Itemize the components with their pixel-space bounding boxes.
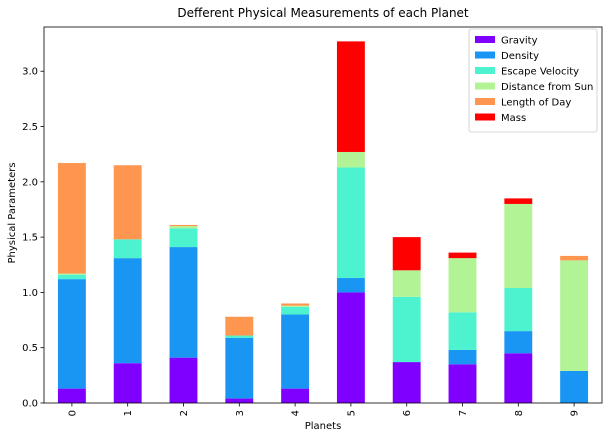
bar-distance-from-sun-planet-9 bbox=[560, 260, 589, 371]
bar-gravity-planet-5 bbox=[336, 292, 365, 403]
bar-gravity-planet-7 bbox=[448, 364, 477, 403]
bar-density-planet-1 bbox=[113, 258, 142, 364]
bar-escape-velocity-planet-8 bbox=[504, 287, 533, 332]
bar-length-of-day-planet-2 bbox=[169, 224, 198, 227]
bar-gravity-planet-8 bbox=[504, 353, 533, 403]
y-tick-label: 0.0 bbox=[22, 399, 38, 410]
y-tick-label: 1.0 bbox=[22, 288, 38, 299]
y-tick-label: 1.5 bbox=[22, 233, 38, 244]
bar-escape-velocity-planet-7 bbox=[448, 312, 477, 350]
legend-label-density: Density bbox=[501, 51, 539, 62]
legend-label-mass: Mass bbox=[501, 113, 526, 124]
x-tick-label: 3 bbox=[235, 410, 246, 416]
bar-escape-velocity-planet-4 bbox=[281, 306, 310, 315]
bar-density-planet-4 bbox=[281, 314, 310, 389]
bar-mass-planet-7 bbox=[448, 252, 477, 259]
y-tick-label: 2.0 bbox=[22, 177, 38, 188]
bar-distance-from-sun-planet-5 bbox=[336, 151, 365, 168]
bar-gravity-planet-3 bbox=[225, 398, 254, 403]
legend-swatch-density bbox=[475, 51, 495, 59]
bar-gravity-planet-2 bbox=[169, 357, 198, 403]
x-tick-label: 2 bbox=[179, 410, 190, 416]
legend-label-distance-from-sun: Distance from Sun bbox=[501, 82, 593, 93]
legend: Gravity Density Escape Velocity Distance fr… bbox=[468, 28, 598, 133]
bar-distance-from-sun-planet-6 bbox=[392, 270, 421, 297]
y-tick-label: 3.0 bbox=[22, 67, 38, 78]
bar-escape-velocity-planet-2 bbox=[169, 228, 198, 248]
bar-density-planet-0 bbox=[57, 279, 86, 389]
legend-swatch-mass bbox=[475, 113, 495, 121]
x-tick-label: 1 bbox=[123, 410, 134, 416]
x-tick-label: 8 bbox=[514, 410, 525, 416]
bar-mass-planet-8 bbox=[504, 198, 533, 204]
bar-length-of-day-planet-3 bbox=[225, 316, 254, 336]
x-tick-label: 6 bbox=[402, 410, 413, 416]
bar-gravity-planet-1 bbox=[113, 363, 142, 403]
bar-density-planet-8 bbox=[504, 331, 533, 354]
x-tick-label: 7 bbox=[458, 410, 469, 416]
bar-density-planet-2 bbox=[169, 247, 198, 358]
bar-escape-velocity-planet-1 bbox=[113, 239, 142, 259]
legend-swatch-length-of-day bbox=[475, 98, 495, 105]
bar-length-of-day-planet-4 bbox=[281, 303, 310, 306]
x-tick-label: 5 bbox=[346, 410, 357, 416]
bar-distance-from-sun-planet-4 bbox=[281, 305, 310, 307]
bar-escape-velocity-planet-5 bbox=[336, 167, 365, 279]
legend-label-escape-velocity: Escape Velocity bbox=[501, 67, 579, 78]
axes-group bbox=[43, 26, 603, 404]
bar-gravity-planet-6 bbox=[392, 362, 421, 403]
bar-density-planet-3 bbox=[225, 337, 254, 399]
bar-mass-planet-6 bbox=[392, 237, 421, 271]
ticks-group: 0.0 0.5 1.0 1.5 2.0 2.5 3.0 0 1 2 3 4 5 6 7 8 9 bbox=[22, 67, 581, 417]
bar-distance-from-sun-planet-8 bbox=[504, 203, 533, 288]
bar-density-planet-5 bbox=[336, 278, 365, 293]
bar-escape-velocity-planet-3 bbox=[225, 335, 254, 338]
bars-group bbox=[57, 41, 589, 403]
x-tick-label: 0 bbox=[67, 410, 78, 416]
legend-swatch-distance-from-sun bbox=[475, 82, 495, 90]
legend-box bbox=[468, 28, 598, 133]
legend-swatch-gravity bbox=[475, 36, 495, 43]
bar-escape-velocity-planet-0 bbox=[57, 274, 86, 280]
bar-length-of-day-planet-1 bbox=[113, 165, 142, 240]
bar-gravity-planet-4 bbox=[281, 388, 310, 403]
x-tick-label: 4 bbox=[291, 410, 302, 416]
legend-label-length-of-day: Length of Day bbox=[501, 98, 571, 109]
legend-label-gravity: Gravity bbox=[501, 36, 538, 47]
bar-escape-velocity-planet-6 bbox=[392, 296, 421, 363]
chart-title: Defferent Physical Measurements of each … bbox=[177, 6, 469, 20]
y-axis-label: Physical Parameters bbox=[7, 162, 18, 263]
bar-length-of-day-planet-9 bbox=[560, 255, 589, 261]
bar-density-planet-9 bbox=[560, 370, 589, 403]
plot-frame bbox=[43, 26, 603, 404]
y-tick-label: 0.5 bbox=[22, 343, 38, 354]
bar-distance-from-sun-planet-2 bbox=[169, 226, 198, 229]
x-axis-label: Planets bbox=[305, 421, 342, 432]
bar-distance-from-sun-planet-0 bbox=[57, 273, 86, 275]
legend-swatch-escape-velocity bbox=[475, 67, 495, 74]
bar-length-of-day-planet-0 bbox=[57, 163, 86, 274]
bar-density-planet-7 bbox=[448, 349, 477, 365]
bar-mass-planet-5 bbox=[336, 41, 365, 152]
bar-distance-from-sun-planet-7 bbox=[448, 258, 477, 313]
bar-gravity-planet-0 bbox=[57, 388, 86, 403]
x-tick-label: 9 bbox=[570, 410, 581, 416]
y-tick-label: 2.5 bbox=[22, 122, 38, 133]
